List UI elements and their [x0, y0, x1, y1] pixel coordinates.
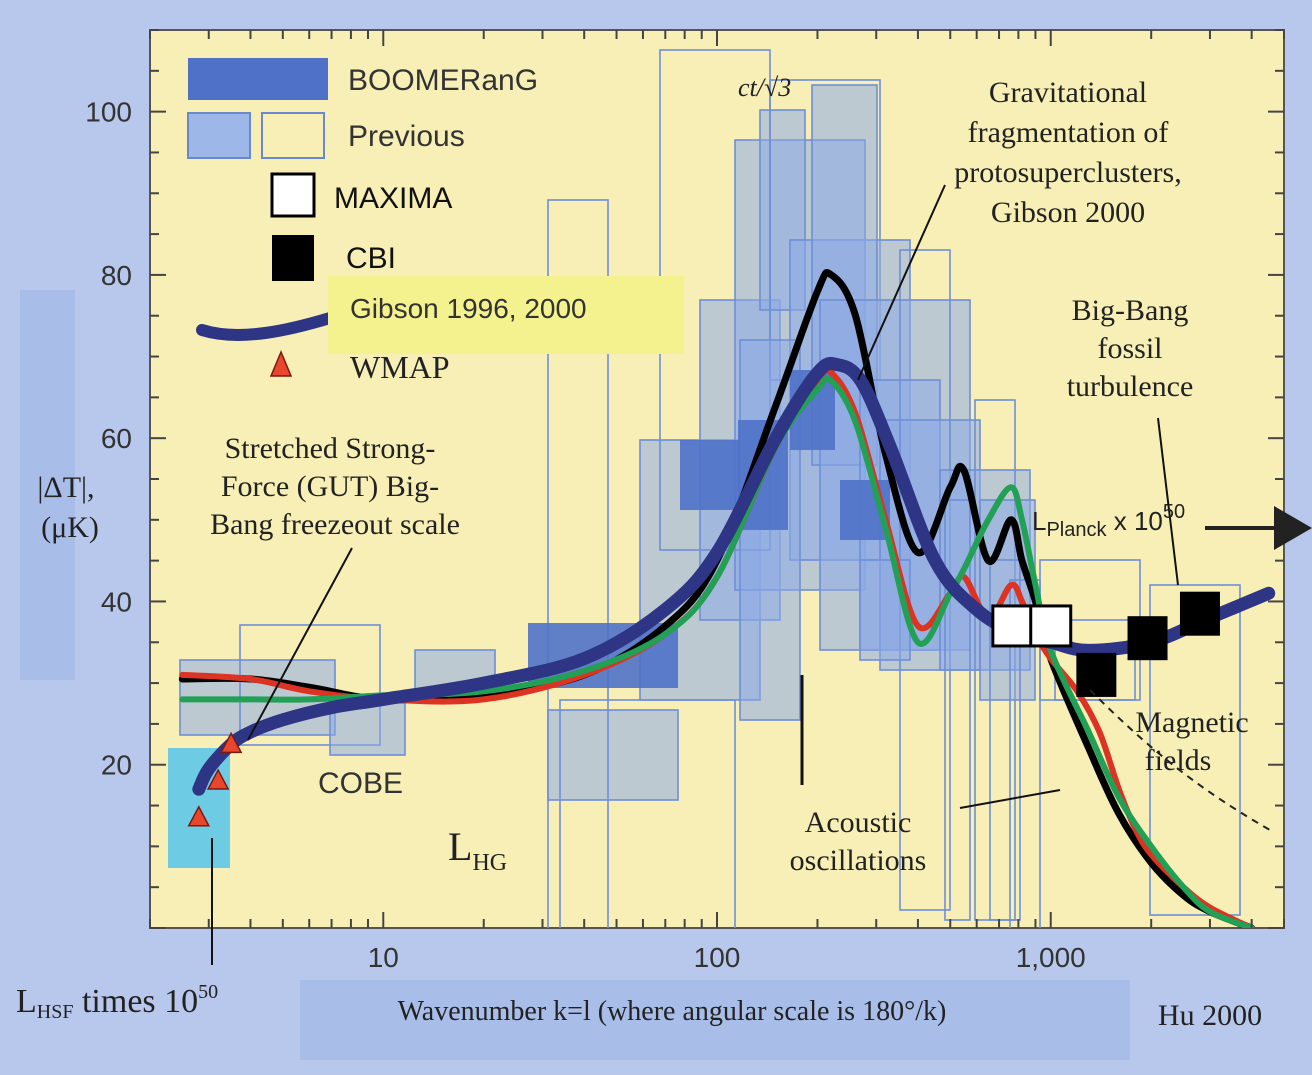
legend: BOOMERanG Previous MAXIMA CBI Gibson 199…	[187, 58, 684, 385]
legend-swatch-previous-open	[261, 112, 325, 159]
annotation-magnetic-line-1: Magnetic	[1135, 706, 1248, 739]
annotation-acoustic-pointer	[959, 789, 1061, 809]
maxima-point	[1029, 604, 1073, 648]
legend-label-cbi: CBI	[346, 242, 396, 275]
annotation-l-planck-times: x 10	[1107, 506, 1163, 536]
annotation-frag-line-4: Gibson 2000	[991, 196, 1145, 229]
annotation-l-hsf-sub: HSF	[37, 1001, 74, 1023]
axis-ticks: 10 100 1,000 20 40 60 80 100	[85, 29, 1285, 973]
y-tick-label: 100	[85, 97, 132, 128]
x-tick-label: 1,000	[1016, 942, 1086, 973]
annotations: Stretched Strong- Force (GUT) Big- Bang …	[16, 73, 1312, 1023]
series-line-1	[179, 366, 1255, 928]
legend-swatch-previous-filled	[187, 112, 251, 159]
annotation-l-hsf-main: L	[16, 983, 37, 1020]
annotation-cobe: COBE	[318, 767, 403, 800]
annotation-fossil-line-1: Big-Bang	[1072, 294, 1189, 327]
annotation-fossil-line-3: turbulence	[1067, 370, 1194, 403]
maxima-point	[991, 604, 1035, 648]
wmap-point	[187, 805, 211, 827]
previous-box	[989, 559, 1021, 921]
annotation-gut-line-3: Bang freezeout scale	[210, 508, 460, 541]
annotation-frag-line-2: fragmentation of	[968, 116, 1169, 149]
previous-box	[547, 709, 679, 801]
annotation-acoustic-line-2: oscillations	[790, 844, 927, 877]
cbi-point	[1179, 591, 1220, 636]
annotation-magnetic-line-2: fields	[1145, 744, 1212, 777]
annotation-gut-line-2: Force (GUT) Big-	[221, 470, 439, 503]
cbi-point	[1076, 652, 1117, 697]
annotation-fossil-line-2: fossil	[1097, 332, 1162, 365]
y-tick-label: 20	[101, 750, 132, 781]
legend-swatch-gibson	[196, 312, 336, 341]
series-line-2	[179, 375, 1255, 928]
ylabel-line-2: (μK)	[41, 511, 99, 544]
legend-label-gibson: Gibson 1996, 2000	[350, 293, 587, 324]
previous-box	[944, 499, 971, 921]
annotation-frag-pointer	[857, 184, 946, 381]
legend-gibson-highlight	[328, 276, 684, 354]
legend-label-boomerang: BOOMERanG	[348, 64, 538, 97]
xlabel: Wavenumber k=l (where angular scale is 1…	[398, 996, 947, 1027]
magnetic-dashed-curve	[1089, 689, 1271, 831]
cbi-point	[1127, 616, 1168, 661]
annotation-l-planck: LPlanck x 1050	[1032, 501, 1185, 541]
legend-swatch-maxima	[270, 172, 316, 218]
x-tick-label: 10	[368, 942, 399, 973]
legend-swatch-boomerang	[188, 58, 328, 100]
annotation-l-planck-exp: 50	[1163, 501, 1185, 523]
annotation-l-hg: LHG	[448, 824, 507, 876]
annotation-l-hg-sub: HG	[472, 850, 507, 876]
annotation-planck-arrow-head	[1274, 506, 1312, 550]
wmap-point	[219, 731, 243, 754]
marker-layer	[187, 591, 1220, 827]
annotation-ct-sqrt3: ct/√3	[738, 73, 791, 102]
annotation-l-hsf: LHSF times 1050	[16, 981, 218, 1023]
x-tick-label: 100	[694, 942, 741, 973]
series-line-0	[178, 269, 1256, 928]
annotation-l-planck-main: L	[1032, 506, 1046, 536]
previous-box	[1149, 584, 1241, 916]
annotation-l-planck-sub: Planck	[1046, 519, 1107, 541]
y-tick-label: 80	[101, 260, 132, 291]
y-tick-label: 40	[101, 586, 132, 617]
legend-swatch-wmap	[269, 350, 293, 377]
annotation-gut-line-1: Stretched Strong-	[225, 432, 436, 465]
legend-label-wmap: WMAP	[350, 349, 450, 385]
wmap-point	[206, 768, 230, 790]
legend-label-previous: Previous	[348, 120, 465, 153]
annotation-l-hsf-exp: 50	[198, 981, 218, 1003]
annotation-frag-line-3: protosuperclusters,	[954, 156, 1181, 189]
annotation-gut-pointer	[247, 547, 353, 741]
boomerang-box	[680, 440, 740, 510]
annotation-l-hsf-times: times 10	[73, 983, 198, 1020]
annotation-l-hg-main: L	[448, 824, 472, 869]
annotation-fossil-pointer	[1157, 417, 1179, 586]
xlabel-panel	[300, 980, 1130, 1060]
previous-box	[547, 199, 609, 928]
annotation-acoustic-line-1: Acoustic	[805, 806, 912, 839]
annotation-frag-line-1: Gravitational	[989, 76, 1147, 109]
ylabel-line-1: |ΔT|,	[37, 471, 94, 504]
ylabel-panel	[20, 290, 75, 680]
legend-label-maxima: MAXIMA	[334, 182, 452, 215]
y-tick-label: 60	[101, 423, 132, 454]
chart-credit: Hu 2000	[1158, 999, 1262, 1032]
legend-swatch-cbi	[272, 235, 314, 281]
